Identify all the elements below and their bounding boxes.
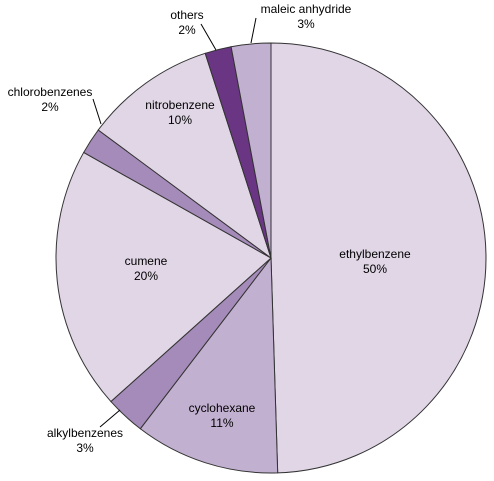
leader-line xyxy=(250,17,257,44)
pie-slice xyxy=(55,151,272,403)
slice-label: maleic anhydride xyxy=(261,2,352,16)
slice-value-label: 2% xyxy=(41,100,59,114)
leader-line xyxy=(200,23,217,51)
slice-value-label: 3% xyxy=(76,441,94,455)
slice-value-label: 11% xyxy=(210,416,233,430)
pie-slice xyxy=(230,42,272,259)
leader-line xyxy=(92,98,102,125)
leader-line xyxy=(99,409,121,428)
slice-label: cyclohexane xyxy=(189,401,256,415)
slice-label: cumene xyxy=(125,254,168,268)
pie-slice xyxy=(97,52,272,260)
pie-slice xyxy=(139,256,279,474)
slice-label: others xyxy=(170,8,203,22)
slice-label: chlorobenzenes xyxy=(8,85,93,99)
slice-value-label: 10% xyxy=(168,113,192,127)
slice-label: ethylbenzene xyxy=(339,247,411,261)
slice-value-label: 3% xyxy=(297,17,315,31)
slice-value-label: 50% xyxy=(363,262,387,276)
slice-value-label: 20% xyxy=(134,269,158,283)
slice-label: nitrobenzene xyxy=(145,98,215,112)
slice-label: alkylbenzenes xyxy=(47,426,123,440)
pie-slice xyxy=(270,42,487,474)
slice-value-label: 2% xyxy=(178,23,196,37)
